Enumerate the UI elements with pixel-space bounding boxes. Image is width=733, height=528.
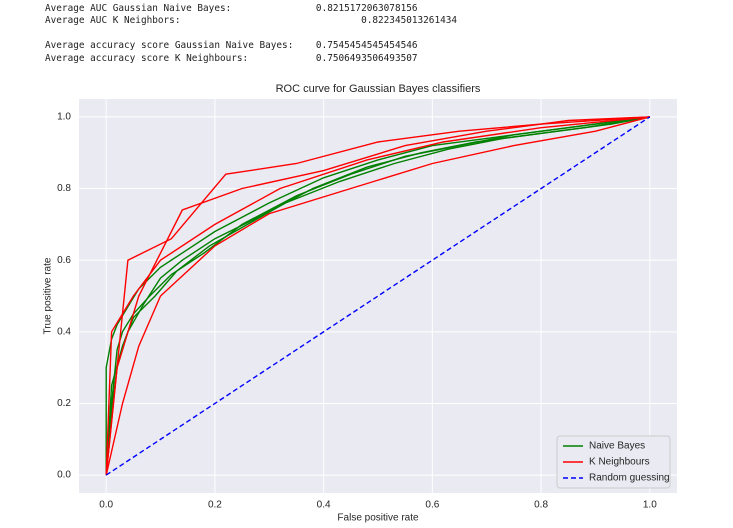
x-tick-label: 0.2 [208,500,222,511]
y-tick-label: 0.4 [57,326,71,337]
y-tick-label: 0.6 [57,255,71,266]
y-tick-label: 0.2 [57,398,71,409]
legend-box [556,435,671,489]
roc-curve [105,116,650,476]
x-tick-label: 0.0 [99,500,113,511]
y-tick-label: 0.8 [57,183,71,194]
chart-title: ROC curve for Gaussian Bayes classifiers [276,83,481,95]
x-tick-label: 0.4 [317,500,331,511]
x-tick-label: 0.6 [425,500,439,511]
roc-curve [105,116,650,476]
roc-curve [105,116,650,476]
x-tick-label: 0.8 [534,500,548,511]
output-line: Average accuracy score K Neighbours: 0.7… [45,53,418,64]
roc-curve [105,116,651,476]
legend-label: K Neighbours [589,457,650,468]
x-tick-label: 1.0 [643,500,657,511]
roc-curve [105,116,650,476]
legend-label: Random guessing [589,473,670,484]
output-line: Average AUC Gaussian Naive Bayes: 0.8215… [45,3,418,14]
legend-label: Naive Bayes [589,441,645,452]
output-line: Average accuracy score Gaussian Naive Ba… [45,40,418,51]
y-axis-label: True positive rate [43,257,54,334]
output-line: Average AUC K Neighbors: 0.8223450132614… [45,15,458,26]
y-tick-label: 1.0 [57,112,71,123]
x-axis-label: False positive rate [337,513,419,524]
y-tick-label: 0.0 [57,470,71,481]
